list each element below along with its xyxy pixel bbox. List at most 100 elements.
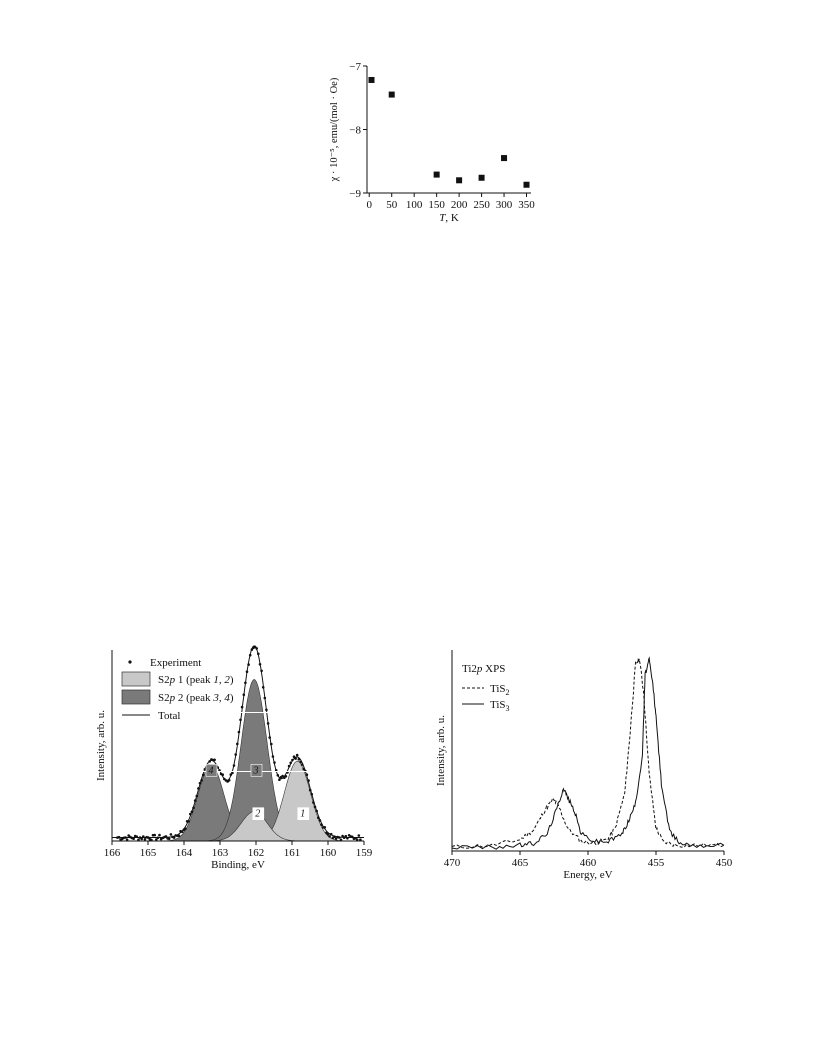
x-tick-label: 450 [716, 857, 733, 869]
experiment-point [274, 769, 278, 772]
x-tick-label: 162 [248, 847, 265, 859]
experiment-point [167, 837, 171, 841]
experiment-point [195, 794, 199, 798]
experiment-point [308, 788, 312, 792]
y-axis-label: Intensity, arb. u. [95, 710, 107, 781]
x-tick-label: 460 [580, 857, 597, 869]
experiment-point [328, 835, 331, 838]
experiment-point [289, 761, 292, 765]
experiment-point [227, 779, 231, 782]
x-tick-label: 164 [176, 847, 193, 859]
experiment-point [158, 833, 161, 837]
peak-label-box [250, 763, 263, 777]
peak-label: 2 [255, 809, 260, 820]
experiment-point [281, 774, 284, 778]
experiment-point [263, 696, 267, 700]
y-tick-label: −8 [349, 125, 361, 137]
experiment-point [190, 810, 194, 813]
experiment-point [297, 758, 301, 761]
experiment-point [299, 760, 302, 764]
experiment-point [239, 718, 242, 722]
legend-experiment-label: Experiment [150, 657, 201, 669]
ti2p-xps-chart: 470 465 460 455 450 Energy, eV Intensity, arb.… [435, 650, 733, 881]
experiment-point [357, 834, 361, 837]
experiment-point [135, 835, 139, 838]
experiment-point [142, 835, 145, 838]
experiment-point [237, 730, 241, 734]
experiment-point [302, 767, 305, 771]
chart1-plot-area: 0 50 100 150 200 250 300 350 −7 −8 −9 T, K χ · 10⁻⁵,… [329, 61, 535, 224]
x-tick-label: 163 [212, 847, 229, 859]
x-tick-label: 465 [512, 857, 529, 869]
experiment-point [346, 837, 349, 840]
experiment-point [153, 833, 156, 837]
experiment-point [310, 793, 314, 796]
experiment-point [124, 836, 127, 839]
series-tis2-line [451, 658, 725, 849]
peak-label: 1 [300, 809, 305, 820]
experiment-point [140, 837, 143, 841]
experiment-point [221, 773, 224, 776]
legend-label: TiS3 [490, 699, 510, 713]
x-tick-label: 0 [366, 199, 372, 211]
experiment-point [117, 835, 121, 839]
series-tis3-line [451, 656, 725, 850]
experiment-point [261, 686, 265, 689]
experiment-point [143, 838, 147, 841]
x-tick-label: 166 [104, 847, 121, 859]
experiment-point [265, 708, 268, 712]
experiment-point [132, 837, 135, 840]
experiment-point [315, 809, 318, 813]
x-axis-label: T, K [439, 212, 459, 224]
peak-label: 4 [209, 765, 214, 776]
legend-total-label: Total [158, 710, 180, 722]
experiment-point [278, 778, 281, 781]
experiment-point [260, 669, 263, 673]
peak-label-box [297, 807, 310, 820]
experiment-point [229, 773, 233, 776]
y-axis-label: Intensity, arb. u. [435, 715, 447, 786]
experiment-point [172, 836, 176, 839]
experiment-point [250, 648, 254, 651]
experiment-point [326, 833, 330, 836]
experiment-point [208, 760, 211, 763]
legend-s2p1-label: S2p 1 (peak 1, 2) [158, 674, 234, 686]
x-tick-label: 100 [406, 199, 423, 211]
experiment-point [248, 653, 252, 657]
experiment-point [193, 799, 197, 802]
chart3-plot-area: 470 465 460 455 450 Energy, eV Intensity, arb.… [435, 650, 733, 881]
x-tick-label: 455 [648, 857, 665, 869]
experiment-point [137, 838, 140, 841]
x-tick-label: 160 [320, 847, 337, 859]
experiment-point [268, 736, 271, 739]
experiment-point [164, 835, 168, 838]
x-tick-label: 165 [140, 847, 157, 859]
legend-s2p1-swatch [121, 671, 151, 687]
experiment-point [169, 833, 173, 836]
experiment-point [284, 775, 288, 778]
experiment-point [292, 755, 296, 758]
experiment-point [270, 742, 273, 746]
experiment-point [127, 834, 130, 837]
experiment-point [295, 753, 299, 757]
experiment-point [334, 837, 338, 840]
experiment-point [197, 787, 200, 790]
experiment-point [180, 830, 184, 833]
experiment-point [273, 761, 276, 764]
experiment-point [187, 820, 190, 823]
data-point [368, 76, 375, 83]
experiment-point [177, 834, 181, 837]
x-tick-label: 150 [428, 199, 445, 211]
legend-title: Ti2p XPS [462, 663, 505, 675]
susceptibility-chart: 0 50 100 150 200 250 300 350 −7 −8 −9 T, K χ · 10⁻⁵,… [329, 61, 535, 224]
y-tick-label: −9 [349, 188, 361, 200]
experiment-point [323, 826, 327, 829]
experiment-point [247, 663, 250, 666]
experiment-point [231, 771, 234, 775]
experiment-point [245, 670, 249, 673]
experiment-point [276, 774, 280, 777]
x-axis-label: Energy, eV [563, 869, 612, 881]
experiment-point [338, 836, 341, 839]
experiment-point [294, 757, 297, 760]
experiment-point [320, 823, 323, 826]
